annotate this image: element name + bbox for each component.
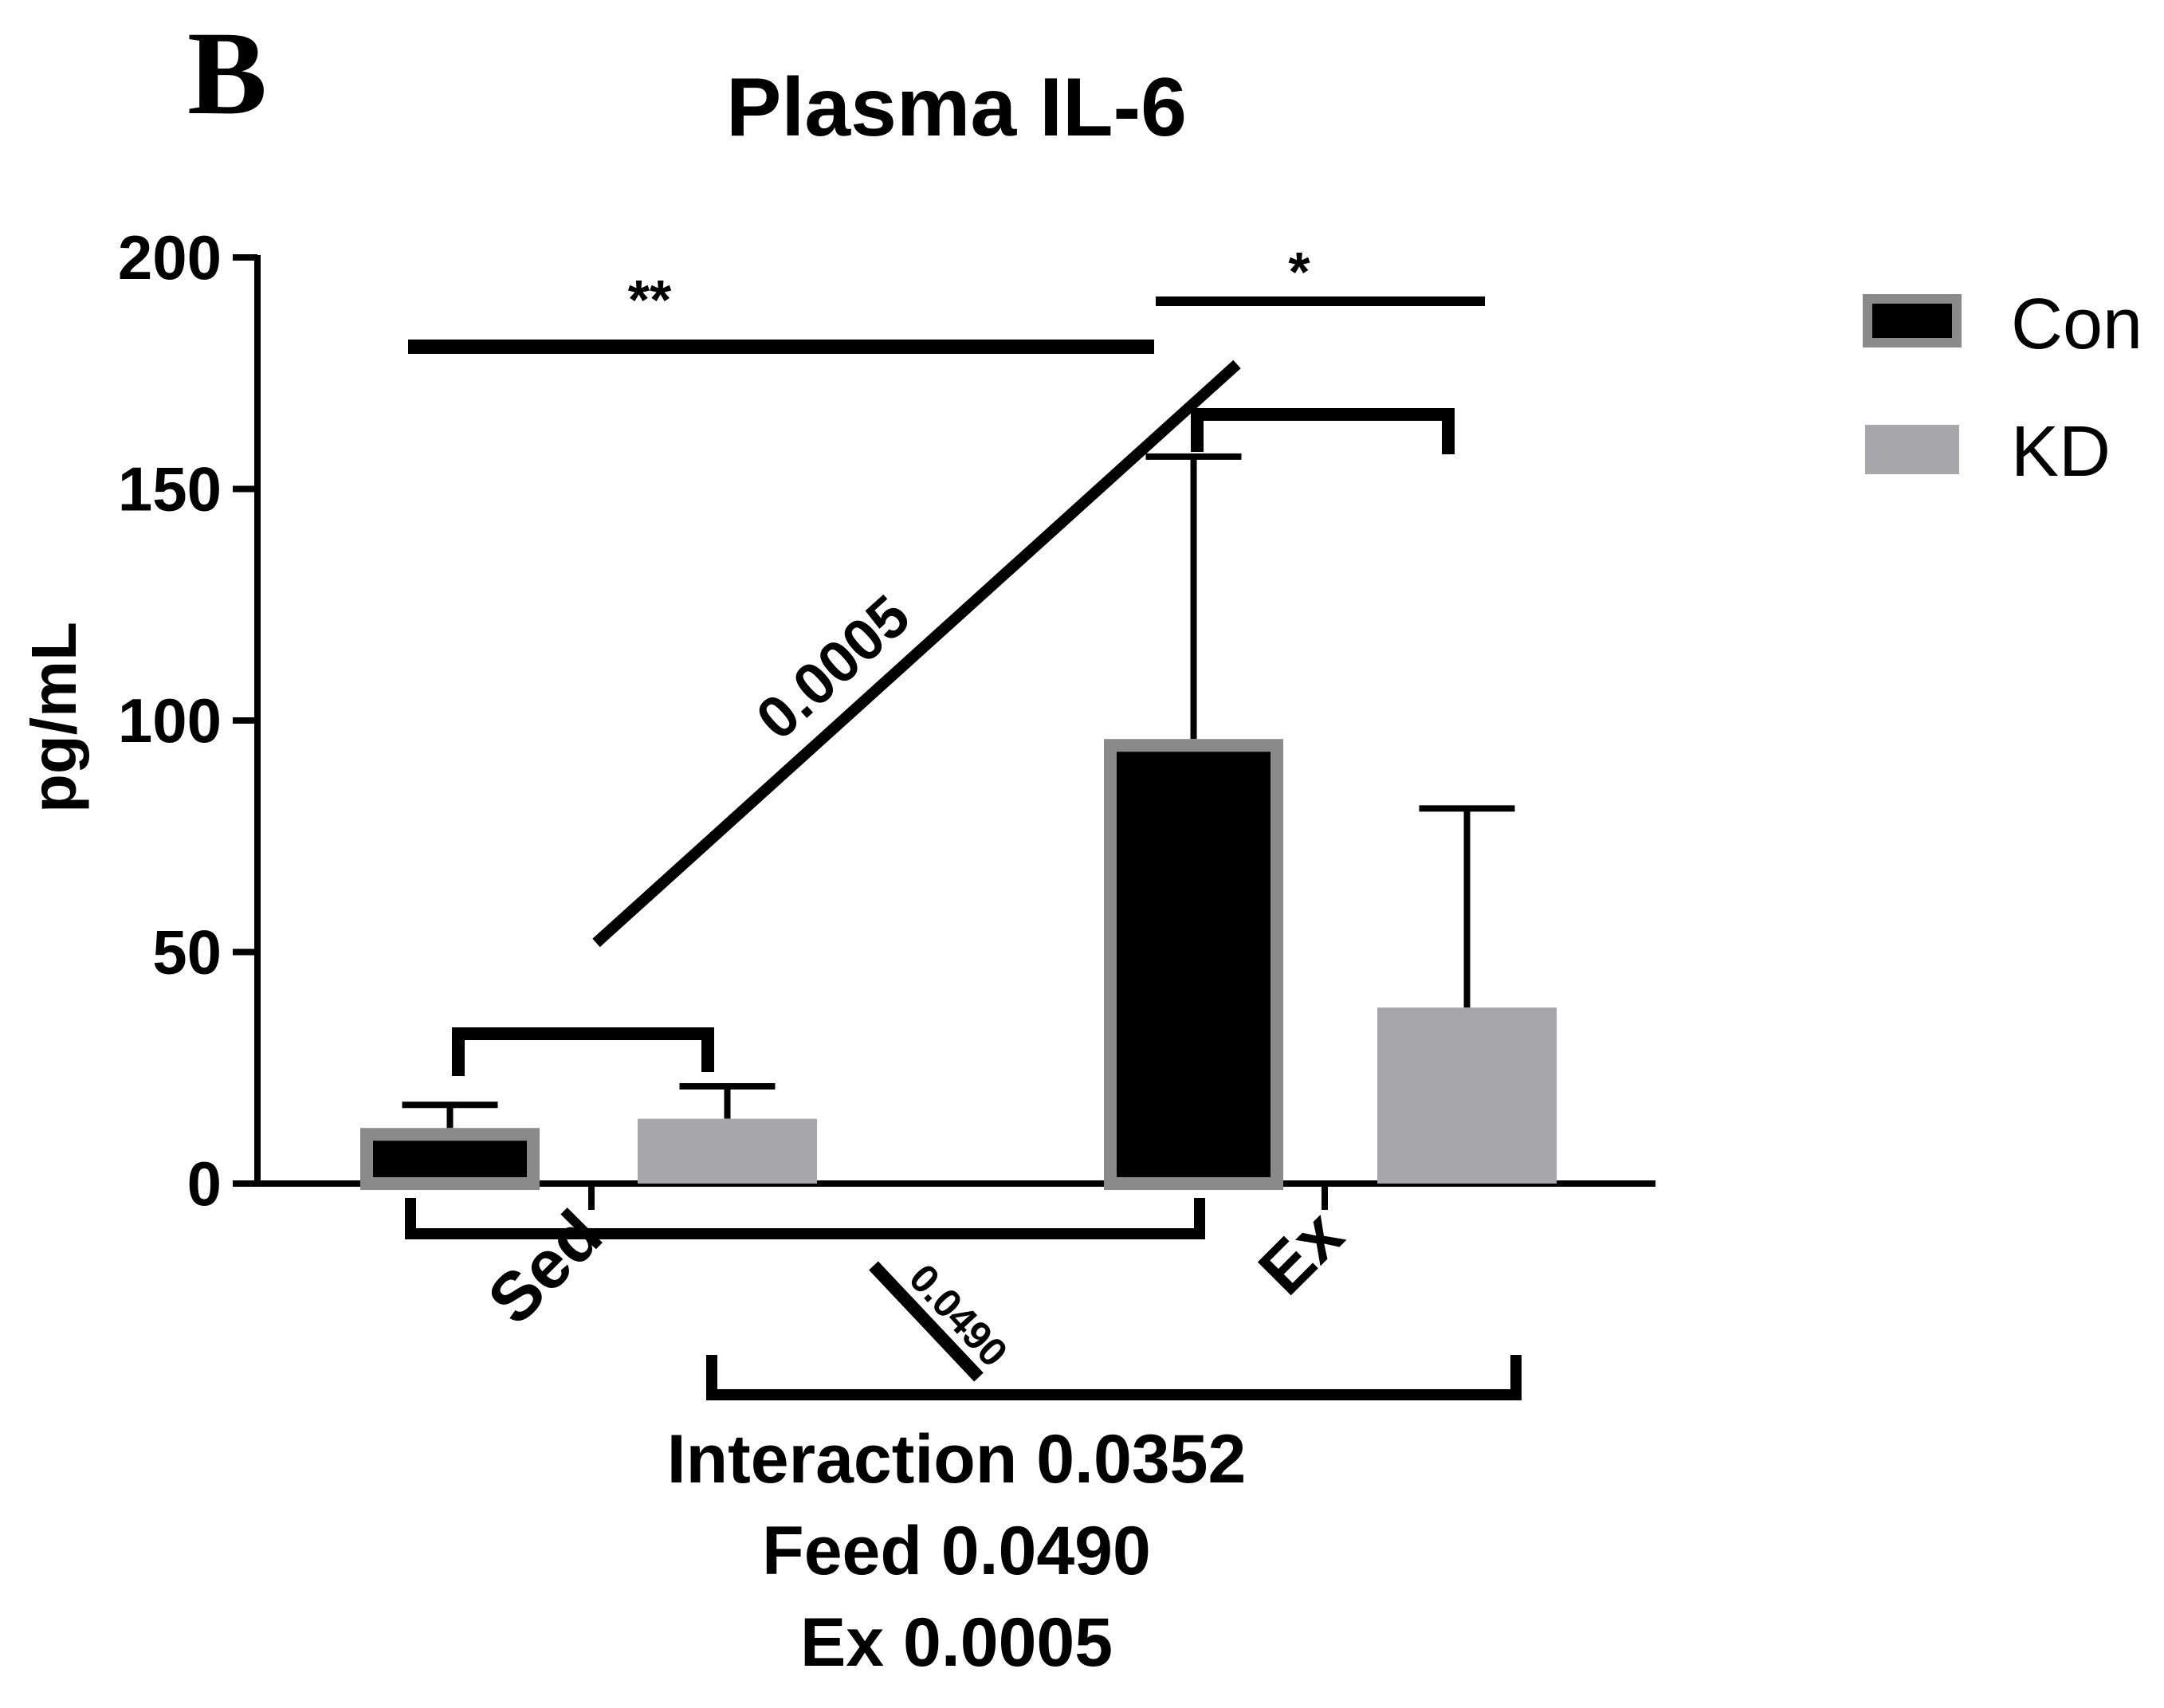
legend-swatch-con <box>1863 294 1962 347</box>
chart-title: Plasma IL-6 <box>726 61 1187 154</box>
x-tick-label-ex: Ex <box>1244 1196 1357 1309</box>
sig-label-single-star: * <box>1288 241 1310 303</box>
bracket-bottom-con <box>405 1198 1205 1239</box>
y-axis-label: pg/mL <box>18 622 89 813</box>
stat-ex: Ex 0.0005 <box>800 1604 1113 1681</box>
y-ticks: 0 50 100 150 200 <box>118 222 257 1219</box>
sig-label-double-star: ** <box>628 269 672 331</box>
bar-Con-Ex <box>1104 739 1283 1190</box>
y-tick-label: 200 <box>118 222 222 293</box>
x-tick-label-sed: Sed <box>473 1196 616 1339</box>
bracket-ex-top <box>1191 408 1455 454</box>
panel-label: B <box>187 7 267 139</box>
legend-label-con: Con <box>2011 285 2142 364</box>
bar-KD-Ex <box>1377 1007 1557 1184</box>
diagonal-line-bottom <box>869 1261 984 1382</box>
legend-label-kd: KD <box>2011 412 2111 492</box>
legend: Con KD <box>1863 285 2142 492</box>
y-tick-label: 50 <box>152 917 222 987</box>
stat-feed: Feed 0.0490 <box>762 1513 1151 1589</box>
bracket-bottom-kd <box>706 1355 1522 1400</box>
bar-Con-Sed <box>360 1128 540 1191</box>
bar-KD-Sed <box>638 1118 817 1184</box>
stats-block: Interaction 0.0352 Feed 0.0490 Ex 0.0005 <box>667 1421 1247 1681</box>
legend-swatch-kd <box>1865 425 1959 474</box>
bars <box>360 453 1557 1191</box>
y-tick-label: 150 <box>118 454 222 524</box>
y-axis: 0 50 100 150 200 <box>118 222 261 1219</box>
y-tick-label: 100 <box>118 685 222 756</box>
y-tick-label: 0 <box>187 1148 222 1219</box>
stat-interaction: Interaction 0.0352 <box>667 1421 1247 1498</box>
diagonal-line-main <box>592 359 1241 948</box>
bracket-sed-top <box>452 1027 714 1076</box>
